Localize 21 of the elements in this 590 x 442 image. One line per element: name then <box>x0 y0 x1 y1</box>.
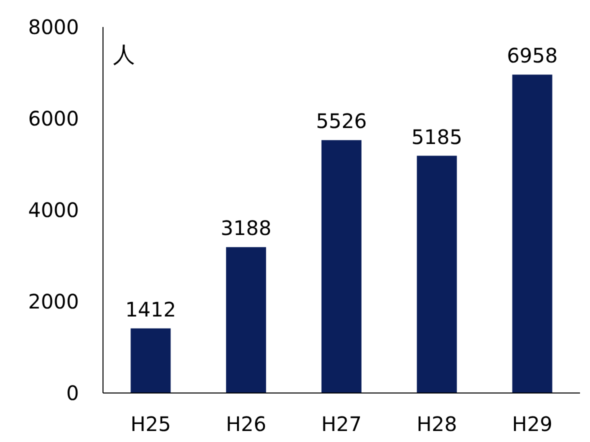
y-tick-label: 4000 <box>28 198 79 222</box>
x-tick-label: H26 <box>226 412 266 436</box>
data-label: 6958 <box>506 44 558 68</box>
x-tick-label: H27 <box>321 412 362 436</box>
y-tick-label: 0 <box>66 381 79 406</box>
data-label: 5185 <box>411 124 462 149</box>
data-label: 3188 <box>220 216 272 240</box>
x-tick-label: H29 <box>512 412 553 436</box>
y-tick-label: 6000 <box>28 106 79 131</box>
data-label: 1412 <box>125 297 176 322</box>
bar <box>130 328 171 393</box>
bar <box>416 156 457 393</box>
bar <box>512 74 552 393</box>
x-tick-label: H28 <box>416 412 458 436</box>
y-axis-title: 人 <box>113 42 135 70</box>
x-tick-label: H25 <box>130 412 171 436</box>
data-label: 5526 <box>316 109 367 134</box>
y-tick-label: 2000 <box>28 290 79 314</box>
bar <box>321 140 362 393</box>
y-tick-label: 8000 <box>28 15 79 40</box>
bar <box>226 247 266 393</box>
